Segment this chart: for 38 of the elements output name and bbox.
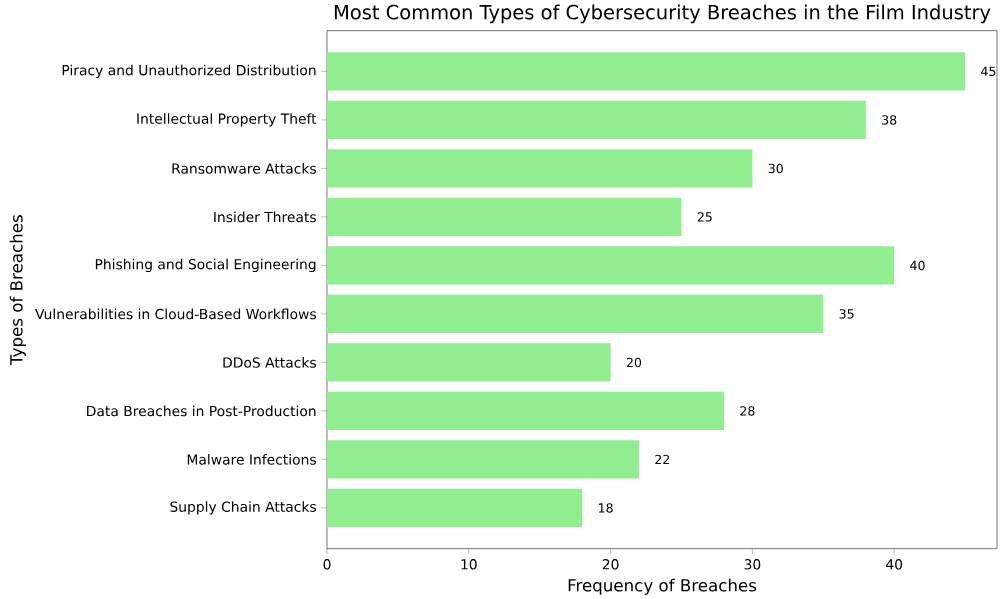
bar <box>327 149 753 188</box>
y-tick-label: Malware Infections <box>187 453 316 465</box>
y-tick-label: Data Breaches in Post-Production <box>87 405 316 417</box>
bar <box>327 343 611 382</box>
y-tick-label: Insider Threats <box>214 211 316 223</box>
data-label: 40 <box>910 260 925 271</box>
y-tick-label: Intellectual Property Theft <box>137 113 317 127</box>
y-tick-label: Ransomware Attacks <box>172 162 316 174</box>
x-axis-title: Frequency of Breaches <box>568 578 757 595</box>
x-tick-label: 20 <box>602 558 619 570</box>
data-label: 28 <box>740 406 755 416</box>
bar <box>327 391 725 430</box>
bar <box>327 488 583 527</box>
y-tick-label: Supply Chain Attacks <box>170 501 316 515</box>
x-tick-label: 10 <box>461 558 477 570</box>
data-label: 38 <box>882 115 897 125</box>
x-tick-label: 40 <box>886 558 903 570</box>
bar <box>327 100 866 139</box>
data-label: 35 <box>839 309 854 319</box>
data-label: 20 <box>626 357 642 368</box>
y-tick-label: DDoS Attacks <box>223 356 316 368</box>
bar <box>327 197 682 236</box>
y-tick-label: Phishing and Social Engineering <box>95 258 316 272</box>
y-tick-label: Vulnerabilities in Cloud-Based Workflows <box>35 308 316 320</box>
bar <box>327 52 966 91</box>
data-label: 22 <box>655 454 670 464</box>
data-label: 45 <box>981 66 996 76</box>
chart-title: Most Common Types of Cybersecurity Breaches in the Film Industry <box>334 4 991 24</box>
bar <box>327 294 824 333</box>
y-axis-title: Types of Breaches <box>9 214 26 365</box>
bar <box>327 246 895 285</box>
x-tick-label: 30 <box>744 558 761 570</box>
data-label: 25 <box>697 212 712 222</box>
y-tick-label: Piracy and Unauthorized Distribution <box>62 64 316 78</box>
data-label: 18 <box>599 503 613 513</box>
x-tick-label: 0 <box>323 558 331 570</box>
bar <box>327 440 639 479</box>
data-label: 30 <box>768 163 783 173</box>
